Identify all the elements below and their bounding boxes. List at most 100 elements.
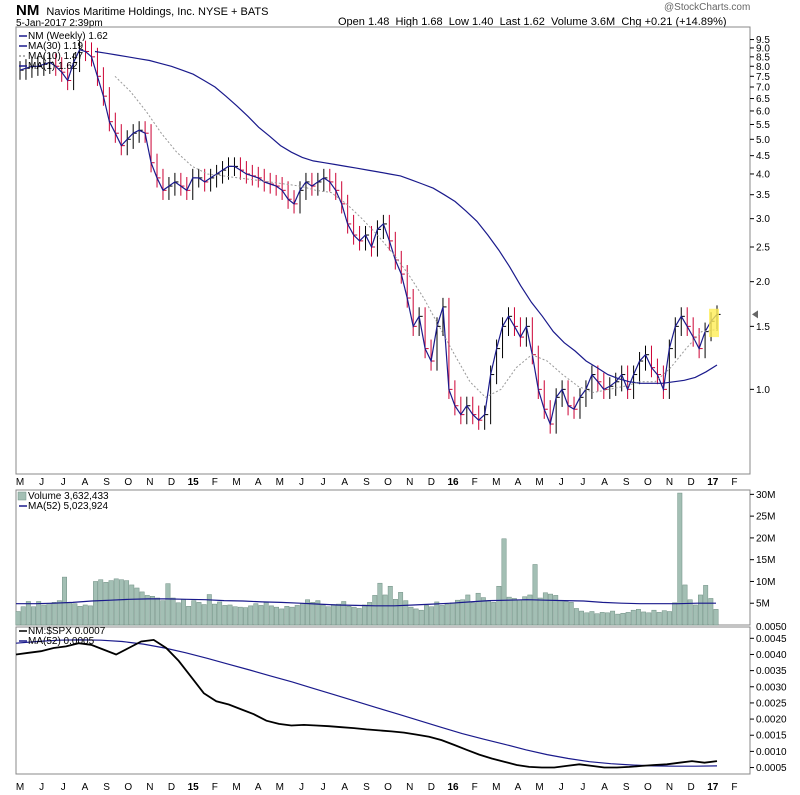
volume-bar xyxy=(713,609,719,626)
x-axis-month-label-ratio: S xyxy=(623,782,630,793)
volume-bar xyxy=(687,599,693,626)
volume-label: Volume xyxy=(550,16,588,28)
chart-header: NM Navios Maritime Holdings, Inc. NYSE +… xyxy=(16,2,268,19)
volume-bar xyxy=(108,580,114,626)
volume-bar xyxy=(129,584,135,626)
volume-bar xyxy=(67,602,73,626)
volume-bar xyxy=(708,598,714,626)
x-axis-month-label-ratio: J xyxy=(580,782,585,793)
volume-bar xyxy=(672,602,678,626)
x-axis-month-label-ratio: 16 xyxy=(447,782,459,793)
ratio-axis-top-label: 0.0050 xyxy=(756,622,787,633)
x-axis-month-label-ratio: O xyxy=(384,782,392,793)
x-axis-month-label-ratio: F xyxy=(731,782,737,793)
volume-bar xyxy=(144,595,150,626)
volume-bar xyxy=(496,585,502,626)
volume-bar xyxy=(103,582,109,626)
volume-bar xyxy=(227,604,233,626)
volume-bar xyxy=(212,603,217,626)
x-axis-month-label-ratio: D xyxy=(688,782,695,793)
x-axis-month-label-ratio: M xyxy=(232,782,240,793)
volume-bar xyxy=(77,606,83,626)
volume-bar xyxy=(625,612,631,626)
volume-bar xyxy=(118,579,124,626)
volume-bar xyxy=(480,597,486,626)
volume-bar xyxy=(222,605,228,626)
company-name: Navios Maritime Holdings, Inc. NYSE + BA… xyxy=(46,6,269,18)
x-axis-month-label-price: J xyxy=(321,477,326,488)
volume-bar xyxy=(542,592,548,626)
x-axis-month-label-price: A xyxy=(601,477,608,488)
volume-bar xyxy=(501,538,507,626)
x-axis-month-label-price: N xyxy=(666,477,673,488)
volume-bar xyxy=(439,605,445,626)
price-axis-tick-label: 2.0 xyxy=(756,277,770,288)
x-axis-month-label-ratio: 17 xyxy=(707,782,719,793)
volume-bar xyxy=(336,603,342,626)
volume-bar xyxy=(160,600,166,626)
x-axis-month-label-price: A xyxy=(341,477,348,488)
volume-bar xyxy=(449,602,455,626)
x-axis-month-label-price: S xyxy=(623,477,630,488)
volume-bar xyxy=(263,602,269,626)
volume-bar xyxy=(377,582,383,626)
volume-bar xyxy=(175,602,181,626)
x-axis-month-label-ratio: M xyxy=(16,782,24,793)
volume-bar xyxy=(165,583,171,626)
volume-bar xyxy=(25,601,31,626)
x-axis-month-label-price: J xyxy=(580,477,585,488)
legend-volume: Volume 3,632,433 xyxy=(28,491,109,502)
ratio-axis-tick-label: 0.0035 xyxy=(756,666,787,677)
x-axis-month-label-price: S xyxy=(363,477,370,488)
volume-bar xyxy=(46,602,52,626)
last-value: 1.62 xyxy=(523,16,545,28)
x-axis-month-label-ratio: A xyxy=(515,782,522,793)
ma1-line xyxy=(19,48,718,427)
legend-ma1: MA(1) 1.62 xyxy=(28,61,78,72)
volume-bar xyxy=(475,592,481,626)
volume-bar xyxy=(305,599,310,626)
x-axis-month-label-ratio: N xyxy=(146,782,153,793)
volume-bar xyxy=(258,605,264,626)
x-axis-month-label-price: D xyxy=(688,477,695,488)
x-axis-month-label-price: M xyxy=(276,477,284,488)
volume-bar xyxy=(418,609,424,626)
ticker-symbol: NM xyxy=(16,2,40,19)
volume-bar xyxy=(170,597,176,626)
volume-axis-tick-label: 30M xyxy=(756,490,775,501)
ratio-axis-tick-label: 0.0005 xyxy=(756,763,787,774)
ratio-axis-tick-label: 0.0045 xyxy=(756,634,787,645)
price-axis-tick-label: 8.5 xyxy=(756,52,770,63)
x-axis-month-label-ratio: D xyxy=(168,782,175,793)
volume-bar xyxy=(558,600,564,626)
price-axis-tick-label: 1.0 xyxy=(756,385,770,396)
volume-bar xyxy=(548,593,553,626)
x-axis-month-label-ratio: A xyxy=(601,782,608,793)
volume-bar xyxy=(465,594,471,626)
volume-bar xyxy=(51,602,57,626)
x-axis-month-label-price: S xyxy=(103,477,110,488)
volume-bar xyxy=(284,606,290,626)
volume-bar xyxy=(56,600,62,626)
volume-bar xyxy=(491,602,497,626)
quote-summary: Open 1.48 High 1.68 Low 1.40 Last 1.62 V… xyxy=(338,16,727,28)
x-axis-month-label-ratio: J xyxy=(559,782,564,793)
ratio-axis-tick-label: 0.0015 xyxy=(756,731,787,742)
x-axis-month-label-ratio: A xyxy=(255,782,262,793)
volume-bar xyxy=(579,610,585,626)
volume-bar xyxy=(279,608,285,626)
legend-price: NM (Weekly) 1.62 xyxy=(28,31,108,42)
volume-bar xyxy=(315,600,321,626)
volume-axis-tick-label: 10M xyxy=(756,577,775,588)
change-label: Chg xyxy=(621,16,642,28)
volume-bar xyxy=(98,579,104,626)
volume-bar xyxy=(124,580,130,626)
volume-bar xyxy=(646,612,652,626)
volume-bar xyxy=(594,613,600,626)
x-axis-month-label-ratio: F xyxy=(472,782,478,793)
x-axis-month-label-price: 17 xyxy=(707,477,719,488)
volume-axis-tick-label: 5M xyxy=(756,599,770,610)
change-value: +0.21 (+14.89%) xyxy=(644,16,727,28)
x-axis-month-label-price: F xyxy=(472,477,478,488)
x-axis-month-label-price: M xyxy=(535,477,543,488)
